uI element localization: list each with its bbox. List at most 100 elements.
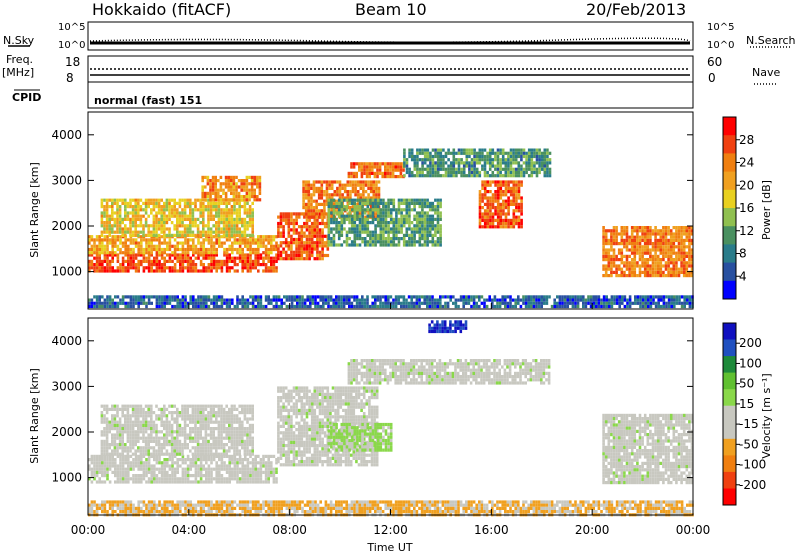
power-cell <box>390 237 393 240</box>
power-cell <box>221 269 224 272</box>
power-cell <box>285 212 288 215</box>
power-cell <box>288 254 291 257</box>
power-cell <box>366 169 369 172</box>
power-cell <box>494 155 497 158</box>
power-cell <box>445 174 448 177</box>
power-cell <box>129 202 132 205</box>
power-cell <box>683 305 686 308</box>
power-cell <box>338 299 341 302</box>
power-cell <box>359 243 362 246</box>
power-cell <box>400 302 403 305</box>
power-cell <box>192 234 195 237</box>
power-cell <box>241 263 244 266</box>
power-cell <box>356 218 359 221</box>
power-cell <box>665 261 668 264</box>
power-cell <box>447 149 450 152</box>
power-cell <box>522 295 525 298</box>
power-cell <box>273 248 276 251</box>
power-cell <box>507 219 510 222</box>
power-cell <box>210 269 213 272</box>
power-cell <box>444 295 447 298</box>
power-cell <box>282 241 285 244</box>
power-cell <box>293 254 296 257</box>
power-cell <box>330 202 333 205</box>
power-cell <box>458 158 461 161</box>
power-cell <box>344 190 347 193</box>
power-cell <box>134 224 137 227</box>
power-cell <box>273 263 276 266</box>
power-cell <box>406 165 409 168</box>
velocity-cell <box>197 471 200 474</box>
power-cell <box>380 218 383 221</box>
power-cell <box>473 295 476 298</box>
power-cell <box>293 225 296 228</box>
power-cell <box>660 271 663 274</box>
power-cell <box>155 199 158 202</box>
velocity-cell <box>119 477 122 480</box>
power-cell <box>413 231 416 234</box>
velocity-cell <box>101 480 104 483</box>
power-cell <box>408 218 411 221</box>
power-cell <box>393 218 396 221</box>
power-cell <box>623 245 626 248</box>
power-cell <box>298 212 301 215</box>
power-cell <box>328 218 331 221</box>
power-cell <box>377 199 380 202</box>
power-cell <box>221 305 224 308</box>
power-cell <box>579 299 582 302</box>
power-cell <box>543 299 546 302</box>
power-cell <box>345 302 348 305</box>
power-cell <box>315 200 318 203</box>
power-cell <box>432 227 435 230</box>
power-cell <box>282 257 285 260</box>
power-cell <box>371 165 374 168</box>
power-cell <box>323 200 326 203</box>
power-cell <box>416 215 419 218</box>
power-cell <box>137 242 140 245</box>
power-cell <box>288 299 291 302</box>
power-cell <box>518 222 521 225</box>
power-cell <box>231 224 234 227</box>
power-cell <box>336 180 339 183</box>
power-cell <box>432 168 435 171</box>
power-cell <box>135 257 138 260</box>
power-cell <box>231 260 234 263</box>
power-cell <box>207 182 210 185</box>
power-cell <box>119 218 122 221</box>
velocity-cell <box>215 468 218 471</box>
power-cell <box>168 208 171 211</box>
power-cell <box>201 189 204 192</box>
power-cell <box>374 237 377 240</box>
power-cell <box>670 248 673 251</box>
power-cell <box>140 208 143 211</box>
power-cell <box>184 224 187 227</box>
velocity-cell <box>239 477 242 480</box>
power-cell <box>439 227 442 230</box>
power-cell <box>341 184 344 187</box>
power-cell <box>507 158 510 161</box>
power-cell <box>663 295 666 298</box>
power-cell <box>295 212 298 215</box>
power-cell <box>265 238 268 241</box>
power-cell <box>318 209 321 212</box>
power-cell <box>257 260 260 263</box>
power-cell <box>134 211 137 214</box>
power-cell <box>660 248 663 251</box>
power-cell <box>257 242 260 245</box>
power-cell <box>247 260 250 263</box>
power-cell <box>169 245 172 248</box>
power-cell <box>182 257 185 260</box>
power-cell <box>98 242 101 245</box>
power-cell <box>302 193 305 196</box>
velocity-cell <box>163 464 166 467</box>
velocity-cell <box>200 480 203 483</box>
power-cell <box>262 242 265 245</box>
power-cell <box>114 199 117 202</box>
power-cell <box>205 305 208 308</box>
velocity-cell <box>109 468 112 471</box>
power-cell <box>111 269 114 272</box>
power-cell <box>354 234 357 237</box>
power-cell <box>215 263 218 266</box>
power-cell <box>379 169 382 172</box>
velocity-cell <box>156 468 159 471</box>
